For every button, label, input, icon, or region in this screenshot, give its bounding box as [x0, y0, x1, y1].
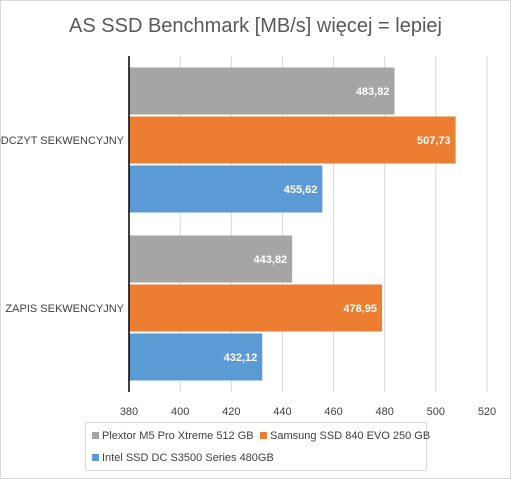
legend-swatch-1 [260, 432, 267, 439]
bars [129, 67, 456, 381]
legend-box [85, 422, 427, 471]
legend-label-0: Plextor M5 Pro Xtreme 512 GB [102, 430, 254, 442]
bar-1-0 [129, 235, 293, 283]
bar-1-1 [129, 284, 383, 332]
x-tick-label-480: 480 [376, 406, 394, 418]
data-label-1-1: 478,95 [343, 303, 377, 315]
data-label-1-0: 443,82 [254, 254, 288, 266]
data-label-0-1: 507,73 [417, 135, 451, 147]
bar-0-1 [129, 116, 456, 164]
data-label-0-0: 483,82 [356, 86, 390, 98]
legend: Plextor M5 Pro Xtreme 512 GB Samsung SSD … [85, 422, 430, 471]
category-label-1: ZAPIS SEKWENCYJNY [5, 303, 124, 315]
axes: 380 400 420 440 460 480 500 520 ODCZYT SEKWENCYJ… [0, 56, 496, 418]
category-label-0: ODCZYT SEKWENCYJNY [0, 135, 125, 147]
x-tick-label-440: 440 [273, 406, 291, 418]
data-label-0-2: 455,62 [284, 184, 318, 196]
x-tick-label-420: 420 [222, 406, 240, 418]
x-tick-label-400: 400 [171, 406, 189, 418]
x-tick-label-460: 460 [324, 406, 342, 418]
bar-0-2 [129, 165, 323, 213]
data-label-1-2: 432,12 [224, 352, 258, 364]
bar-0-0 [129, 67, 395, 115]
chart-title: AS SSD Benchmark [MB/s] więcej = lepiej [69, 15, 442, 37]
legend-swatch-0 [92, 432, 99, 439]
x-tick-label-520: 520 [478, 406, 496, 418]
x-tick-label-380: 380 [120, 406, 138, 418]
legend-swatch-2 [92, 454, 99, 461]
x-tick-label-500: 500 [427, 406, 445, 418]
legend-label-2: Intel SSD DC S3500 Series 480GB [102, 452, 274, 464]
data-labels: 483,82 507,73 455,62 443,82 478,95 432,12 [224, 86, 451, 364]
legend-label-1: Samsung SSD 840 EVO 250 GB [270, 430, 430, 442]
bar-1-2 [129, 333, 263, 381]
